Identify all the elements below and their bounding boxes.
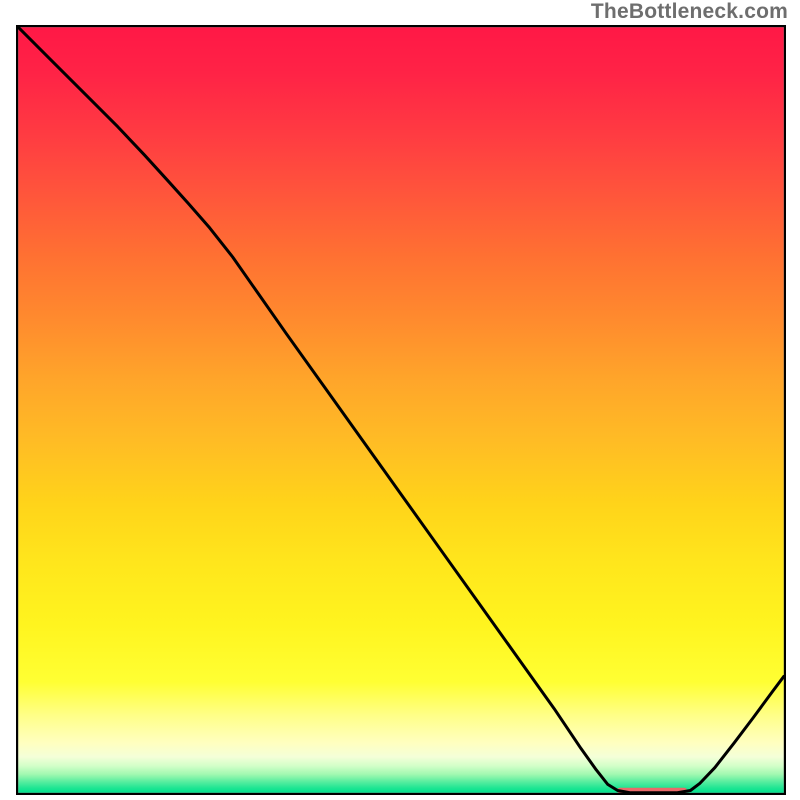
bottleneck-plot <box>16 25 786 795</box>
attribution-text: TheBottleneck.com <box>591 0 788 24</box>
chart-container: TheBottleneck.com <box>0 0 800 800</box>
